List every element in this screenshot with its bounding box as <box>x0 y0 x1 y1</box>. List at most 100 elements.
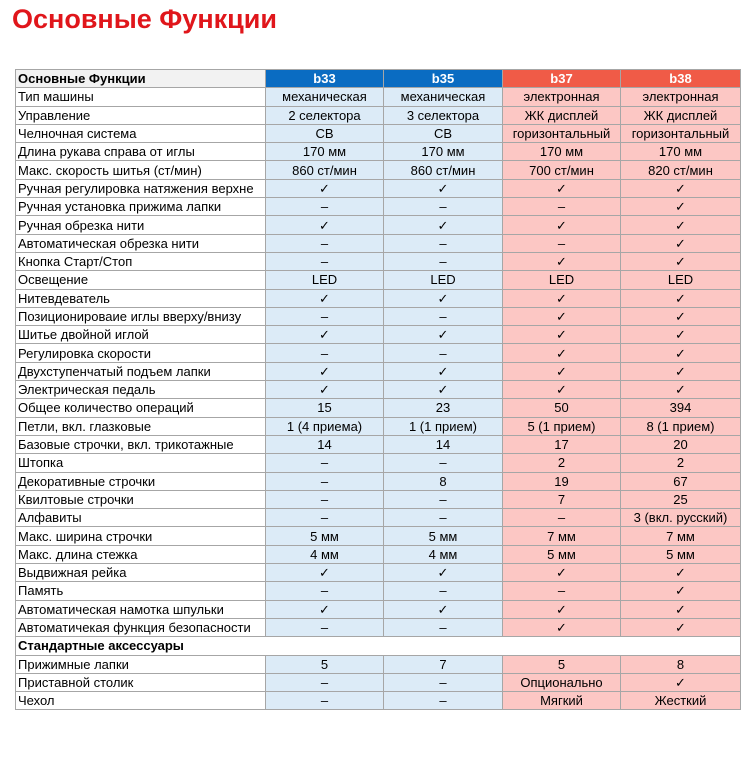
table-row: Декоративные строчки –8 19 67 <box>15 471 741 491</box>
table-row: Регулировка скорости – – ✓ ✓ <box>15 343 741 363</box>
cell: ✓ <box>502 361 621 382</box>
cell: 820 ст/мин <box>620 160 741 180</box>
cell: 5 мм <box>265 526 384 546</box>
row-label: Челночная система <box>15 123 266 144</box>
table-row: Автоматическая намотка шпульки ✓ ✓ ✓ ✓ <box>15 599 741 619</box>
row-label: Штопка <box>15 453 266 473</box>
cell: ✓ <box>620 251 741 272</box>
table-row: Ручная обрезка нити ✓ ✓ ✓ ✓ <box>15 215 741 235</box>
cell: – <box>383 617 503 638</box>
cell: b35 <box>383 68 503 89</box>
cell: – <box>502 581 621 601</box>
table-row: Нитевдеватель ✓ ✓ ✓ ✓ <box>15 288 741 308</box>
table-row: Чехол – – Мягкий Жесткий <box>15 691 741 711</box>
cell: ✓ <box>620 343 741 363</box>
table-row: Базовые строчки, вкл. трикотажные 14 14 17 2… <box>15 434 741 455</box>
cell: ✓ <box>383 380 503 400</box>
cell: ✓ <box>620 617 741 638</box>
cell: 860 ст/мин <box>265 160 384 180</box>
cell: – <box>383 453 503 473</box>
table-row: Общее количество операций 15 23 50 394 <box>15 398 741 418</box>
table-row: Приставной столик – – Опционально ✓ <box>15 672 741 693</box>
cell: – <box>265 233 384 253</box>
cell: ✓ <box>502 563 621 583</box>
cell: 170 мм <box>383 142 503 162</box>
cell: ✓ <box>383 563 503 583</box>
cell: ✓ <box>502 617 621 638</box>
row-label: Электрическая педаль <box>15 380 266 400</box>
cell: ✓ <box>383 361 503 382</box>
cell: 5 <box>502 654 621 674</box>
cell: ✓ <box>265 380 384 400</box>
cell: 2 селектора <box>265 105 384 125</box>
cell: b33 <box>265 68 384 89</box>
cell: ✓ <box>383 215 503 235</box>
cell: ✓ <box>502 380 621 400</box>
cell: ЖК дисплей <box>502 105 621 125</box>
header-row: Основные Функции b33 b35 b37 b38 <box>15 68 741 89</box>
row-label: Приставной столик <box>15 672 266 693</box>
cell: ✓ <box>620 581 741 601</box>
cell: 700 ст/мин <box>502 160 621 180</box>
cell: Мягкий <box>502 691 621 711</box>
cell: 170 мм <box>265 142 384 162</box>
table-row: Электрическая педаль ✓ ✓ ✓ ✓ <box>15 380 741 400</box>
cell: 5 мм <box>620 544 741 565</box>
cell: 20 <box>620 434 741 455</box>
table-row: Выдвижная рейка ✓ ✓ ✓ ✓ <box>15 563 741 583</box>
table-row: Ручная установка прижима лапки – – – ✓ <box>15 197 741 217</box>
cell: LED <box>383 270 503 290</box>
cell: 15 <box>265 398 384 418</box>
cell: ✓ <box>502 288 621 308</box>
section-title: Стандартные аксессуары <box>15 636 741 656</box>
row-label: Двухступенчатый подъем лапки <box>15 361 266 382</box>
cell: 19 <box>502 471 621 491</box>
table-row: Освещение LED LED LED LED <box>15 270 741 290</box>
cell: – <box>265 197 384 217</box>
cell: ✓ <box>265 361 384 382</box>
cell: 17 <box>502 434 621 455</box>
cell: ✓ <box>383 325 503 345</box>
cell: 5 мм <box>383 526 503 546</box>
row-label: Управление <box>15 105 266 125</box>
features-table: Основные Функции b33 b35 b37 b38 Тип машины ме… <box>15 68 741 711</box>
row-label: Прижимные лапки <box>15 654 266 674</box>
cell: 7 мм <box>620 526 741 546</box>
cell: 860 ст/мин <box>383 160 503 180</box>
row-label: Автоматичекая функция безопасности <box>15 617 266 638</box>
cell: – <box>265 508 384 528</box>
cell: механическая <box>265 87 384 107</box>
cell: 8 <box>620 654 741 674</box>
cell: ✓ <box>502 251 621 272</box>
table-row: Автоматическая обрезка нити – – – ✓ <box>15 233 741 253</box>
cell: ✓ <box>620 178 741 199</box>
row-label: Макс. скорость шитья (ст/мин) <box>15 160 266 180</box>
cell: 170 мм <box>620 142 741 162</box>
row-label: Тип машины <box>15 87 266 107</box>
cell: 2 <box>502 453 621 473</box>
cell: LED <box>502 270 621 290</box>
cell: – <box>265 306 384 327</box>
cell: Жесткий <box>620 691 741 711</box>
table-row: Квилтовые строчки – –7 25 <box>15 489 741 510</box>
cell: 14 <box>383 434 503 455</box>
table-row: Макс. скорость шитья (ст/мин) 860 ст/мин 8… <box>15 160 741 180</box>
cell: ✓ <box>620 288 741 308</box>
cell: ✓ <box>620 233 741 253</box>
cell: b38 <box>620 68 741 89</box>
row-label: Петли, вкл. глазковые <box>15 416 266 436</box>
cell: CB <box>383 123 503 144</box>
cell: – <box>383 672 503 693</box>
cell: ✓ <box>383 599 503 619</box>
row-label: Автоматическая намотка шпульки <box>15 599 266 619</box>
cell: b37 <box>502 68 621 89</box>
cell: 8 <box>383 471 503 491</box>
cell: ✓ <box>502 215 621 235</box>
cell: ЖК дисплей <box>620 105 741 125</box>
cell: – <box>265 251 384 272</box>
cell: 4 мм <box>265 544 384 565</box>
table-row: Память – – – ✓ <box>15 581 741 601</box>
cell: 170 мм <box>502 142 621 162</box>
cell: – <box>265 581 384 601</box>
